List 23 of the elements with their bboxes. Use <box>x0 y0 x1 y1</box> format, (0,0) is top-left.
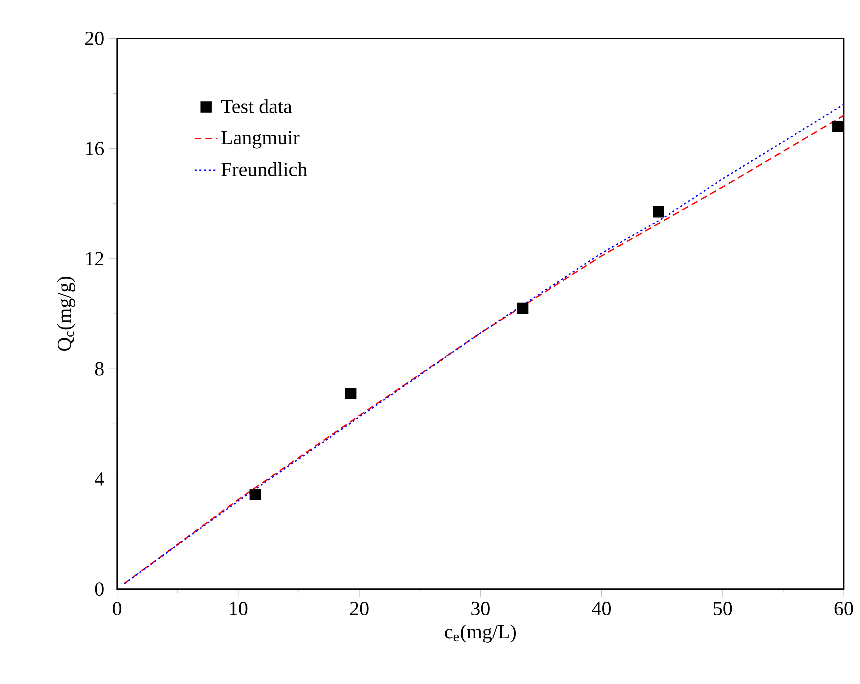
x-tick-label: 0 <box>113 602 122 616</box>
x-tick-label: 60 <box>834 602 854 616</box>
x-tick-label: 40 <box>592 602 612 616</box>
y-tick-label: 12 <box>86 252 104 266</box>
x-tick-label: 10 <box>230 602 248 616</box>
legend-label: Langmuir <box>222 131 300 149</box>
point <box>517 302 529 314</box>
y-tick-label: 0 <box>95 582 104 596</box>
point <box>832 121 844 132</box>
y-tick-label: 8 <box>95 362 104 376</box>
point <box>345 388 357 400</box>
y-tick-label: 20 <box>86 32 104 46</box>
y-axis-title: Q$_{c}$(mg/g) <box>57 276 76 352</box>
legend-label: Test data <box>221 99 292 114</box>
point <box>653 206 664 218</box>
x-axis-title: c$_{e}$(mg/L) <box>445 624 516 643</box>
y-tick-label: 16 <box>86 142 104 156</box>
x-tick-label: 20 <box>350 602 369 616</box>
x-tick-label: 50 <box>714 602 732 616</box>
legend-label: Freundlich <box>222 162 308 177</box>
point <box>250 489 262 500</box>
x-tick-label: 30 <box>472 602 490 616</box>
y-tick-label: 4 <box>95 472 104 486</box>
